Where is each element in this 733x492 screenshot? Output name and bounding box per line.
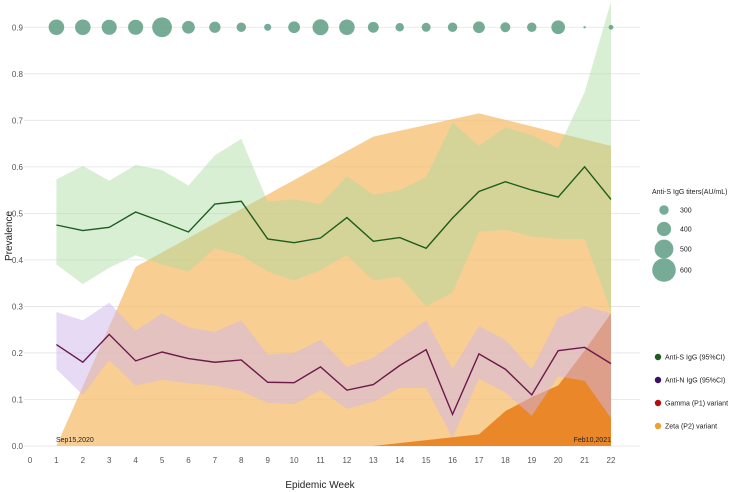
x-tick-17: 17 [475, 456, 484, 465]
titer-bubble-9 [264, 23, 272, 31]
x-tick-9: 9 [265, 456, 270, 465]
bubble-legend-label-300: 300 [680, 208, 692, 215]
bubble-legend: Anti-S IgG titers(AU/mL) 300 400 500 600 [652, 189, 727, 282]
titer-bubble-6 [182, 20, 195, 34]
titer-bubble-15 [421, 22, 431, 32]
titer-bubble-19 [527, 22, 537, 32]
end-date-annotation: Feb10,2021 [574, 437, 611, 444]
titer-bubbles [48, 17, 614, 38]
x-tick-16: 16 [448, 456, 457, 465]
y-tick-9: 0.9 [12, 23, 24, 32]
titer-bubble-7 [209, 21, 221, 33]
legend-marker-3 [654, 422, 662, 430]
titer-bubble-10 [288, 21, 300, 34]
x-tick-5: 5 [160, 456, 165, 465]
y-tick-2: 0.2 [12, 349, 24, 358]
x-tick-7: 7 [213, 456, 218, 465]
bubble-legend-label-500: 500 [680, 247, 692, 254]
titer-bubble-18 [500, 22, 511, 33]
legend-marker-1 [654, 376, 662, 384]
legend-marker-0 [654, 353, 662, 361]
x-tick-19: 19 [527, 456, 536, 465]
titer-bubble-16 [447, 22, 458, 32]
titer-bubble-20 [551, 20, 566, 35]
titer-bubble-22 [608, 24, 614, 30]
legend-label-2: Gamma (P1) variant [665, 401, 728, 408]
anti-n-line [56, 333, 612, 417]
y-tick-1: 0.1 [12, 395, 24, 404]
x-axis-title: Epidemic Week [285, 480, 355, 491]
titer-bubble-14 [395, 23, 404, 32]
titer-bubble-8 [236, 22, 246, 32]
bubble-legend-marker-400 [656, 221, 672, 237]
x-tick-10: 10 [290, 456, 299, 465]
legend-label-3: Zeta (P2) variant [665, 424, 717, 431]
y-tick-4: 0.4 [12, 256, 24, 265]
bubble-legend-label-400: 400 [680, 227, 692, 234]
titer-bubble-17 [473, 21, 485, 34]
bubble-legend-marker-300 [659, 205, 669, 215]
anti-n-ci-band [56, 302, 611, 438]
x-tick-18: 18 [501, 456, 510, 465]
gamma-variant-area [373, 313, 611, 446]
anti-s-ci-band [56, 1, 611, 312]
x-tick-4: 4 [133, 456, 138, 465]
x-tick-0: 0 [28, 456, 33, 465]
titer-bubble-2 [75, 19, 91, 36]
y-tick-3: 0.3 [12, 302, 24, 311]
x-axis-ticks: 0 1 2 3 4 5 6 7 8 9 10 11 12 13 14 15 16 17 18 19 20 21 22 [28, 456, 616, 465]
x-tick-11: 11 [316, 456, 325, 465]
anti-s-line [56, 165, 612, 250]
bubble-legend-marker-600 [652, 258, 676, 282]
gamma-area [373, 313, 611, 446]
bubble-legend-title: Anti-S IgG titers(AU/mL) [652, 189, 727, 196]
titer-bubble-12 [339, 19, 355, 36]
x-tick-1: 1 [54, 456, 59, 465]
y-axis-ticks: 0.0 0.1 0.2 0.3 0.4 0.5 0.6 0.7 0.8 0.9 [12, 23, 24, 451]
bubble-legend-marker-500 [654, 239, 674, 259]
x-tick-15: 15 [422, 456, 431, 465]
titer-bubble-11 [312, 19, 329, 36]
x-tick-3: 3 [107, 456, 112, 465]
x-tick-12: 12 [342, 456, 351, 465]
x-tick-13: 13 [369, 456, 378, 465]
y-axis-title: Prevalence [4, 211, 15, 261]
x-tick-8: 8 [239, 456, 244, 465]
legend-label-1: Anti-N IgG (95%CI) [665, 378, 725, 385]
y-tick-6: 0.6 [12, 163, 24, 172]
y-tick-0: 0.0 [12, 442, 24, 451]
series-legend: Anti-S IgG (95%CI) Anti-N IgG (95%CI) Gamm… [654, 353, 728, 431]
titer-bubble-4 [128, 19, 144, 35]
legend-label-0: Anti-S IgG (95%CI) [665, 355, 725, 362]
x-tick-2: 2 [81, 456, 86, 465]
titer-bubble-5 [152, 17, 172, 38]
titer-bubble-13 [367, 21, 379, 33]
y-tick-5: 0.5 [12, 209, 24, 218]
y-tick-7: 0.7 [12, 116, 24, 125]
titer-bubble-1 [48, 19, 65, 36]
titer-bubble-3 [101, 19, 117, 35]
x-tick-14: 14 [395, 456, 404, 465]
series-lines [56, 165, 612, 417]
x-tick-21: 21 [580, 456, 589, 465]
x-tick-6: 6 [186, 456, 191, 465]
y-tick-8: 0.8 [12, 70, 24, 79]
x-tick-22: 22 [607, 456, 616, 465]
x-tick-20: 20 [554, 456, 563, 465]
confidence-bands [56, 1, 611, 438]
titer-bubble-21 [583, 26, 586, 29]
start-date-annotation: Sep15,2020 [56, 437, 94, 444]
legend-marker-2 [654, 399, 662, 407]
bubble-legend-label-600: 600 [680, 268, 692, 275]
